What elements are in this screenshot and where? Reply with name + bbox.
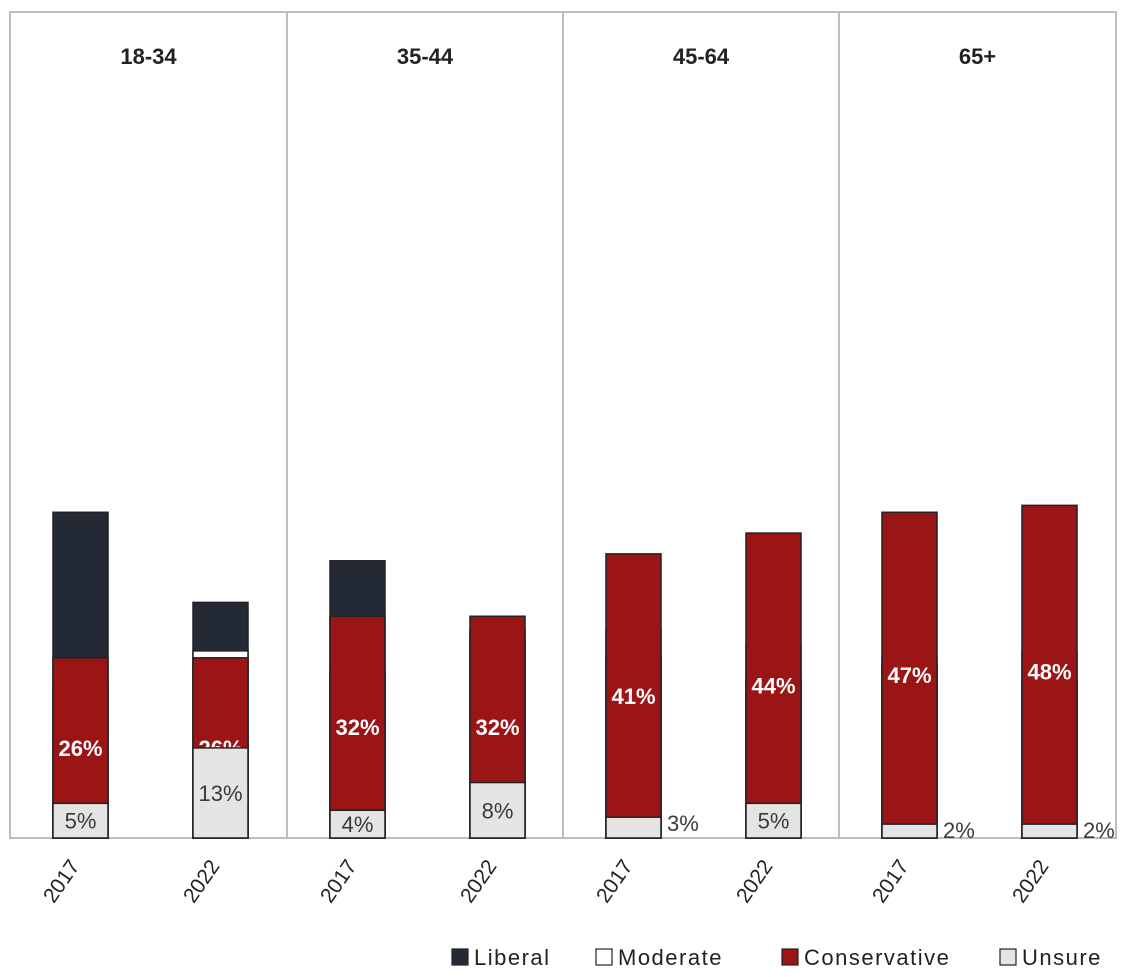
x-tick-label-2022: 2022 [732,856,778,907]
bar-segment-unsure-2017 [52,802,109,839]
panel-title: 35-44 [397,44,454,69]
data-label-unsure-2022: 8% [482,798,514,823]
legend-label-liberal: Liberal [474,945,551,970]
bar-segment-conservative-2022 [1021,504,1078,839]
bar-segment-unsure-2017 [881,823,938,839]
data-label-conservative-2017: 26% [58,736,102,761]
bar-segment-unsure-2017 [329,809,386,839]
panel-45-64: 45-6430%26%41%3%201723%28%44%5%2022 [562,11,840,907]
data-label-unsure-2022: 2% [1083,818,1115,843]
x-tick-label-2017: 2017 [316,856,362,907]
data-label-unsure-2022: 5% [758,809,790,834]
x-tick-label-2017: 2017 [39,856,85,907]
panel-title: 45-64 [673,44,730,69]
legend: Liberal Moderate Conservative Unsure [451,945,1102,970]
bar-segment-unsure-2022 [469,781,526,839]
panel-frame [838,11,1117,839]
data-label-conservative-2022: 44% [751,674,795,699]
bar-segment-unsure-2022 [192,747,249,839]
data-label-unsure-2017: 3% [667,811,699,836]
legend-label-conservative: Conservative [804,945,950,970]
panel-title: 65+ [959,44,996,69]
panel-35-44: 35-4440%24%32%4%201729%30%32%8%2022 [286,11,564,907]
data-label-conservative-2017: 41% [611,684,655,709]
data-label-conservative-2017: 32% [335,715,379,740]
legend-swatch-liberal [451,948,469,966]
legend-label-moderate: Moderate [618,945,723,970]
bar-segment-unsure-2017 [605,816,662,839]
legend-swatch-conservative [781,948,799,966]
panel-18-34: 18-3447%22%26%5%201734%27%26%13%2022 [9,11,288,907]
x-tick-label-2017: 2017 [592,856,638,907]
x-tick-label-2022: 2022 [179,856,225,907]
data-label-conservative-2022: 32% [475,715,519,740]
bar-segment-conservative-2022 [745,532,802,839]
legend-swatch-moderate [595,948,613,966]
x-tick-label-2022: 2022 [1008,856,1054,907]
data-label-conservative-2022: 48% [1027,660,1071,685]
x-tick-label-2017: 2017 [868,856,914,907]
bar-segment-unsure-2022 [1021,823,1078,839]
bar-segment-conservative-2017 [881,511,938,839]
data-label-unsure-2022: 13% [198,781,242,806]
legend-swatch-unsure [999,948,1017,966]
panel-65: 65+26%25%47%2%201723%27%48%2%2022 [838,11,1117,907]
x-tick-label-2022: 2022 [456,856,502,907]
data-label-conservative-2017: 47% [887,663,931,688]
legend-label-unsure: Unsure [1022,945,1102,970]
bar-segment-unsure-2022 [745,802,802,839]
data-label-unsure-2017: 2% [943,818,975,843]
panel-title: 18-34 [120,44,177,69]
data-label-unsure-2017: 4% [342,812,374,837]
bar-segment-conservative-2017 [329,615,386,839]
data-label-unsure-2017: 5% [65,809,97,834]
